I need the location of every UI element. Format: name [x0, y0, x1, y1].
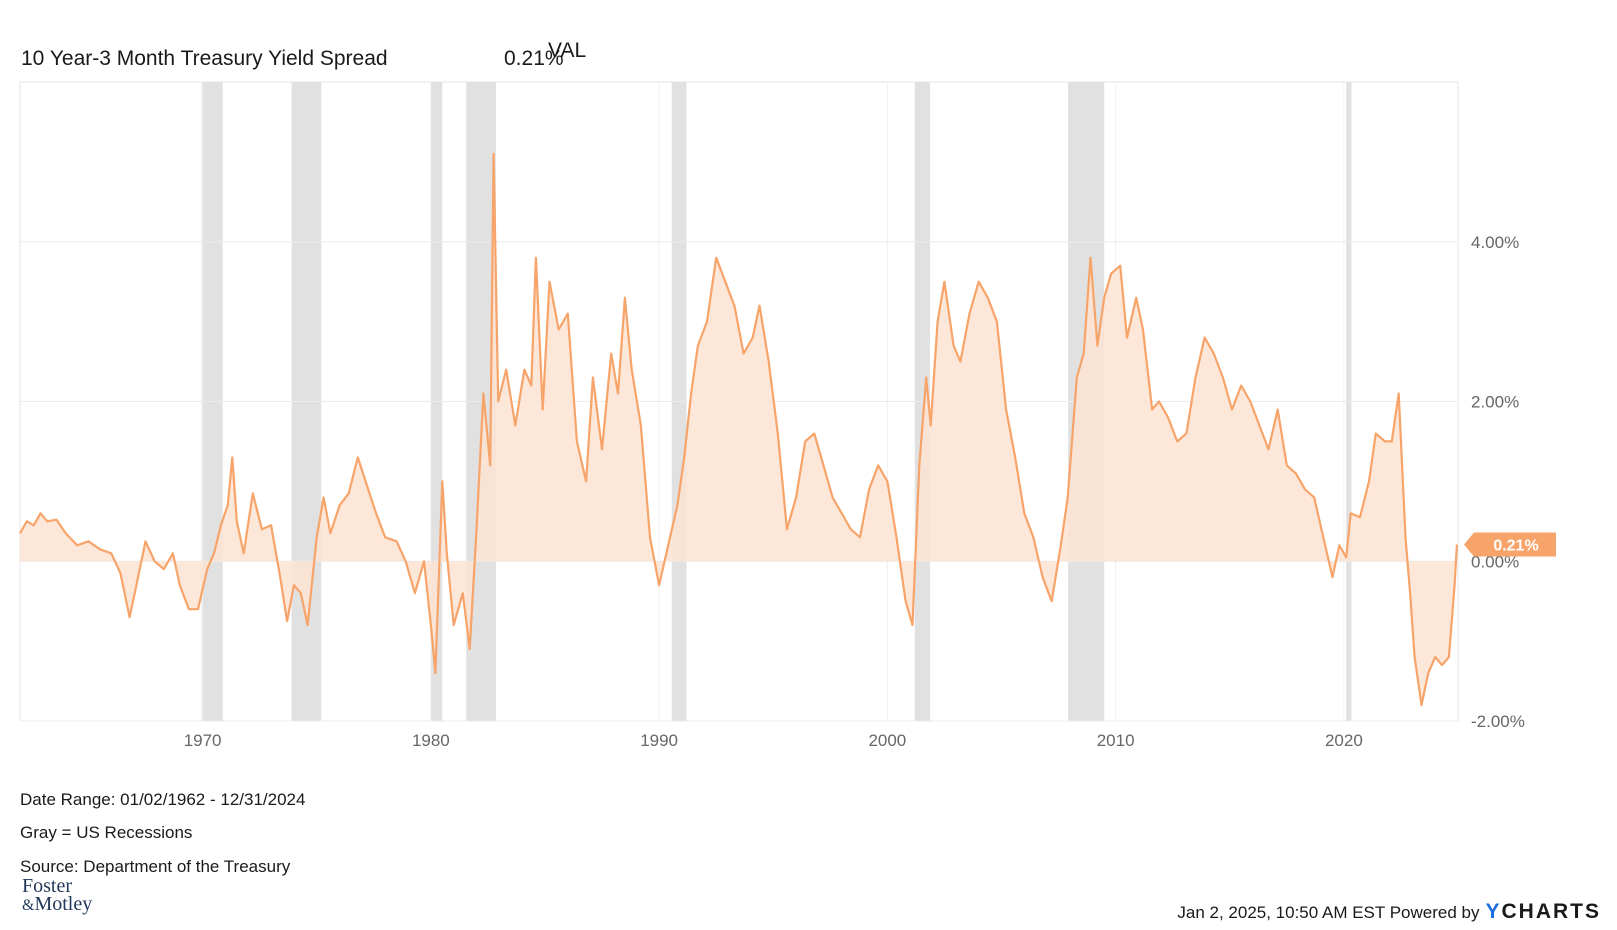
series-line[interactable]	[19, 152, 1458, 707]
date-range-note: Date Range: 01/02/1962 - 12/31/2024	[20, 790, 306, 809]
y-tick-label: -2.00%	[1471, 712, 1525, 731]
x-tick-label: 1970	[184, 731, 222, 750]
x-tick-label: 1980	[412, 731, 450, 750]
value-column-header: VAL	[548, 39, 587, 62]
x-tick-label: 2020	[1325, 731, 1363, 750]
source-note: Source: Department of the Treasury	[20, 857, 291, 876]
x-tick-label: 1990	[640, 731, 678, 750]
series-name: 10 Year-3 Month Treasury Yield Spread	[21, 47, 388, 70]
last-value-badge	[1464, 532, 1556, 557]
last-value-label: 0.21%	[1493, 537, 1538, 554]
logo-line-2: Motley	[34, 893, 93, 915]
timestamp-credit: Jan 2, 2025, 10:50 AM EST Powered by YCH…	[1177, 900, 1601, 924]
x-tick-label: 2010	[1097, 731, 1135, 750]
y-tick-label: 2.00%	[1471, 393, 1519, 412]
ycharts-logo[interactable]: YCHARTS	[1485, 900, 1601, 924]
ycharts-logo-y: Y	[1485, 900, 1502, 923]
series-current-value: 0.21%	[504, 47, 564, 70]
timestamp-text: Jan 2, 2025, 10:50 AM EST Powered by	[1177, 903, 1480, 922]
y-tick-label: 0.00%	[1471, 552, 1519, 571]
x-tick-label: 2000	[868, 731, 906, 750]
logo-ampersand: &	[22, 897, 35, 914]
series-area	[20, 153, 1457, 705]
logo-line-1: Foster	[22, 875, 72, 897]
recession-note: Gray = US Recessions	[20, 823, 193, 842]
foster-motley-logo: Foster &Motley	[22, 875, 93, 915]
ycharts-logo-text: CHARTS	[1501, 900, 1601, 923]
y-tick-label: 4.00%	[1471, 233, 1519, 252]
